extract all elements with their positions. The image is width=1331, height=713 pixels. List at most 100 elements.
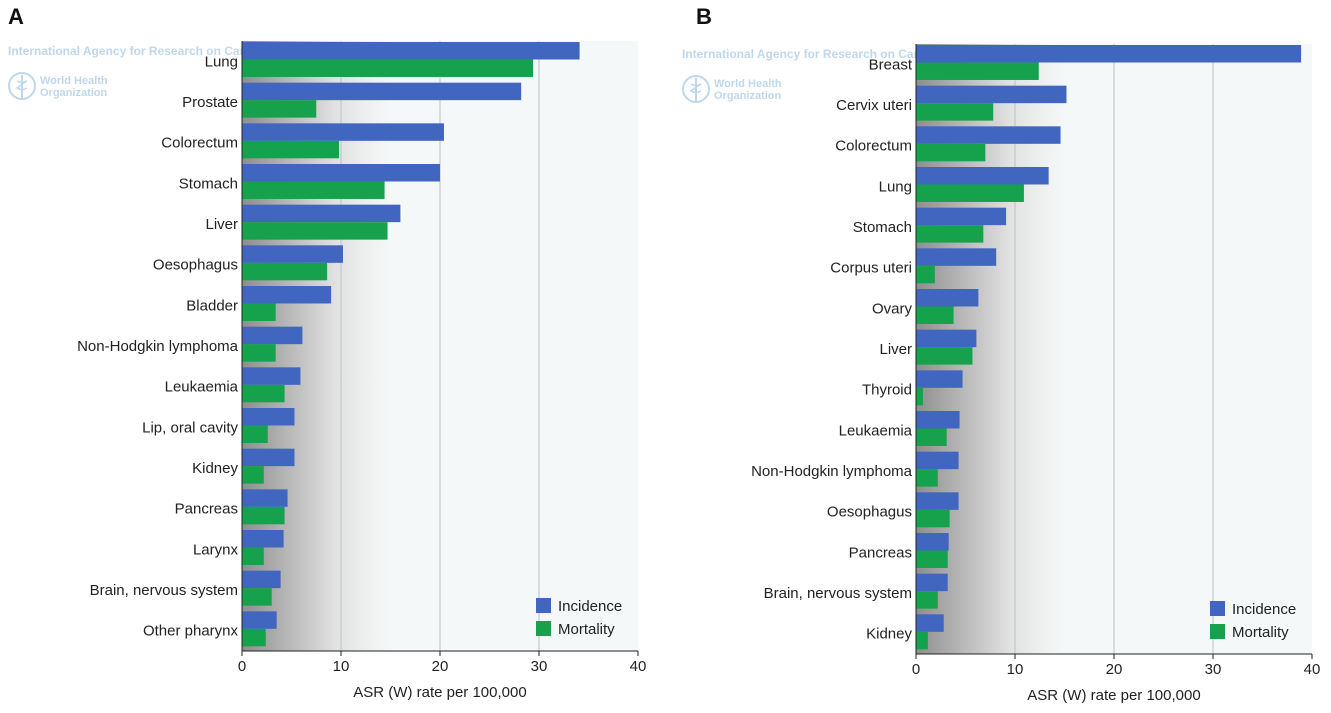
mortality-bar [242, 384, 285, 403]
mortality-bar [242, 344, 276, 362]
incidence-bar [916, 248, 997, 266]
incidence-bar [916, 167, 1049, 185]
who-emblem-icon [682, 75, 710, 103]
chart-a: International Agency for Research on Can… [8, 41, 646, 701]
category-label: Larynx [193, 541, 239, 558]
category-label: Kidney [866, 626, 912, 643]
category-label: Other pharynx [143, 623, 239, 640]
category-label: Leukaemia [839, 422, 913, 439]
x-tick-label: 20 [432, 658, 449, 675]
panel-a: A International Agency for Research on C… [0, 0, 660, 713]
watermark-text: International Agency for Research on Can… [8, 44, 265, 58]
category-label: Lung [205, 53, 238, 70]
category-label: Liver [879, 341, 912, 358]
mortality-bar [916, 509, 950, 528]
category-label: Lung [879, 178, 912, 195]
watermark-who-line2: Organization [40, 87, 108, 99]
chart-b: International Agency for Research on Can… [682, 44, 1320, 704]
legend-swatch-mortality [536, 621, 551, 636]
mortality-bar [242, 140, 340, 159]
watermark-text: International Agency for Research on Can… [682, 47, 939, 61]
legend: Incidence Mortality [1210, 601, 1296, 641]
incidence-bar [916, 45, 1302, 63]
incidence-bar [242, 489, 288, 507]
category-label: Stomach [179, 175, 238, 192]
category-label: Prostate [182, 94, 238, 111]
x-tick-label: 30 [531, 658, 548, 675]
category-label: Ovary [872, 300, 913, 317]
category-label: Breast [869, 56, 913, 73]
watermark: International Agency for Research on Can… [682, 47, 939, 103]
x-tick-label: 30 [1205, 661, 1222, 678]
category-label: Non-Hodgkin lymphoma [751, 463, 913, 480]
mortality-bar [242, 59, 534, 77]
mortality-bar [242, 628, 266, 647]
legend-label-incidence: Incidence [558, 598, 622, 615]
category-label: Corpus uteri [830, 260, 912, 277]
category-label: Colorectum [835, 138, 912, 155]
incidence-bar [916, 329, 977, 348]
x-axis-title: ASR (W) rate per 100,000 [353, 684, 526, 701]
category-label: Oesophagus [827, 504, 912, 521]
mortality-bar [916, 62, 1039, 80]
mortality-bar [242, 262, 328, 281]
incidence-bar [242, 408, 295, 426]
x-tick-label: 0 [912, 661, 920, 678]
mortality-bar [916, 591, 938, 609]
incidence-bar [916, 451, 959, 470]
mortality-bar [916, 225, 984, 243]
category-label: Leukaemia [165, 379, 239, 396]
incidence-bar [242, 42, 580, 60]
x-tick-label: 20 [1106, 661, 1123, 678]
mortality-bar [242, 466, 264, 484]
mortality-bar [242, 181, 385, 199]
mortality-bar [916, 265, 935, 284]
category-label: Oesophagus [153, 257, 238, 274]
watermark: International Agency for Research on Can… [8, 44, 265, 100]
mortality-bar [242, 303, 276, 321]
incidence-bar [242, 164, 440, 182]
legend-label-mortality: Mortality [558, 621, 615, 638]
incidence-bar [916, 370, 963, 388]
incidence-bar [242, 326, 303, 345]
category-label: Colorectum [161, 135, 238, 152]
incidence-bar [242, 448, 295, 467]
x-tick-label: 10 [1007, 661, 1024, 678]
mortality-bar [242, 547, 264, 565]
mortality-bar [242, 425, 268, 443]
panel-letter: A [8, 4, 24, 29]
x-tick-label: 0 [238, 658, 246, 675]
category-label: Brain, nervous system [90, 582, 238, 599]
category-label: Lip, oral cavity [142, 419, 238, 436]
watermark-who-line2: Organization [714, 90, 782, 102]
category-label: Cervix uteri [836, 97, 912, 114]
legend-label-mortality: Mortality [1232, 624, 1289, 641]
panel-letter: B [696, 4, 712, 29]
incidence-bar [242, 530, 284, 548]
category-label: Non-Hodgkin lymphoma [77, 338, 239, 355]
mortality-bar [242, 506, 285, 525]
x-axis-title: ASR (W) rate per 100,000 [1027, 687, 1200, 704]
category-label: Pancreas [849, 544, 912, 561]
mortality-bar [916, 428, 947, 446]
incidence-bar [242, 82, 522, 101]
watermark-who-line1: World Health [40, 75, 108, 87]
legend-swatch-incidence [536, 598, 551, 613]
category-label: Pancreas [175, 501, 238, 518]
incidence-bar [242, 286, 332, 304]
mortality-bar [242, 100, 317, 118]
mortality-bar [916, 143, 986, 162]
incidence-bar [916, 573, 948, 592]
incidence-bar [242, 245, 343, 263]
mortality-bar [916, 184, 1024, 202]
mortality-bar [916, 469, 938, 487]
legend-label-incidence: Incidence [1232, 601, 1296, 618]
incidence-bar [916, 126, 1061, 144]
incidence-bar [242, 570, 281, 589]
category-label: Bladder [186, 297, 238, 314]
mortality-bar [916, 387, 923, 406]
incidence-bar [242, 611, 277, 629]
incidence-bar [916, 207, 1007, 226]
legend: Incidence Mortality [536, 598, 622, 638]
mortality-bar [242, 222, 388, 240]
